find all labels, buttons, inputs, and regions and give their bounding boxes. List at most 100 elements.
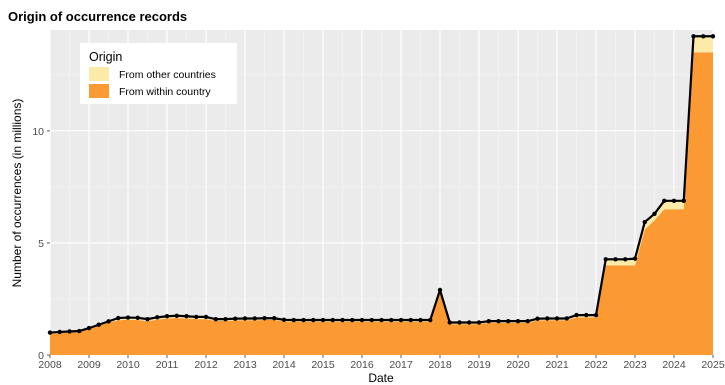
data-point <box>135 315 140 320</box>
x-axis: 2008 2009 2010 2011 2012 2013 2014 2015 2016 2017… <box>38 355 725 371</box>
x-tick-label: 2024 <box>662 359 686 371</box>
data-point <box>320 317 326 323</box>
legend-label-within-country: From within country <box>119 86 211 98</box>
data-point <box>496 318 501 324</box>
x-tick-label: 2010 <box>116 359 140 371</box>
x-tick-label: 2008 <box>38 359 62 371</box>
data-point <box>350 317 355 323</box>
data-point <box>242 316 248 321</box>
data-point <box>291 317 296 323</box>
area-within-country <box>50 52 713 356</box>
data-point <box>632 256 638 261</box>
y-axis: 0 5 10 <box>32 126 50 362</box>
data-point <box>340 317 345 323</box>
data-point <box>593 312 599 318</box>
data-point <box>194 314 199 320</box>
data-point <box>476 320 482 325</box>
data-point <box>398 317 404 323</box>
data-point <box>671 198 677 203</box>
data-point <box>457 320 462 325</box>
data-point <box>174 313 179 318</box>
data-point <box>223 316 228 322</box>
legend-label-other-countries: From other countries <box>119 69 216 81</box>
x-axis-title: Date <box>368 371 394 385</box>
data-point <box>574 312 579 318</box>
legend-title: Origin <box>89 50 122 64</box>
y-tick-label: 5 <box>38 238 44 250</box>
data-point <box>77 328 82 334</box>
data-point <box>311 317 316 323</box>
y-axis-title: Number of occurrences (in millions) <box>10 99 24 288</box>
data-point <box>379 317 384 323</box>
data-point <box>428 317 433 323</box>
data-point <box>252 316 257 321</box>
data-point <box>613 257 618 262</box>
data-point <box>262 316 267 321</box>
data-point <box>447 320 452 325</box>
x-tick-label: 2019 <box>467 359 491 371</box>
data-point <box>535 316 540 321</box>
data-point <box>155 315 160 320</box>
x-tick-label: 2015 <box>311 359 335 371</box>
data-point <box>125 315 131 320</box>
x-tick-label: 2011 <box>156 359 179 371</box>
data-point <box>47 330 53 335</box>
x-tick-label: 2016 <box>350 359 374 371</box>
data-point <box>467 320 472 325</box>
legend-swatch-within-country <box>89 84 109 98</box>
data-point <box>506 318 511 324</box>
data-point <box>57 329 62 335</box>
legend-swatch-other-countries <box>89 67 109 81</box>
data-point <box>86 325 92 331</box>
data-point <box>545 316 550 321</box>
area-layers <box>50 36 713 356</box>
data-point <box>67 329 72 334</box>
legend: Origin From other countries From within … <box>80 43 237 104</box>
data-point <box>272 316 277 321</box>
data-point <box>233 316 238 321</box>
x-tick-label: 2020 <box>506 359 530 371</box>
data-point <box>681 198 686 203</box>
data-point <box>164 314 170 319</box>
x-tick-label: 2021 <box>545 359 569 371</box>
data-point <box>515 318 521 324</box>
x-tick-label: 2013 <box>233 359 257 371</box>
data-point <box>281 317 287 323</box>
data-point <box>701 34 706 39</box>
data-point <box>106 319 111 324</box>
data-point <box>359 317 365 323</box>
data-point <box>213 316 218 322</box>
data-point <box>437 287 443 293</box>
x-tick-label: 2022 <box>584 359 608 371</box>
chart-title: Origin of occurrence records <box>8 9 187 24</box>
x-tick-label: 2025 <box>701 359 725 371</box>
x-tick-label: 2014 <box>272 359 296 371</box>
y-tick-label: 10 <box>32 126 44 138</box>
data-point <box>642 219 647 225</box>
data-point <box>184 314 189 319</box>
data-point <box>408 317 413 323</box>
x-tick-label: 2017 <box>389 359 413 371</box>
data-point <box>116 315 121 321</box>
data-point <box>96 322 101 327</box>
point-layer <box>47 34 716 335</box>
x-tick-label: 2012 <box>194 359 218 371</box>
data-point <box>603 257 608 262</box>
data-point <box>145 316 150 322</box>
data-point <box>652 211 657 216</box>
data-point <box>691 34 696 39</box>
data-point <box>564 316 569 321</box>
data-point <box>330 317 335 323</box>
data-point <box>584 312 589 318</box>
data-point <box>554 316 560 321</box>
data-point <box>301 317 306 323</box>
x-tick-label: 2009 <box>77 359 101 371</box>
data-point <box>662 198 667 203</box>
data-point <box>623 257 628 262</box>
x-tick-label: 2018 <box>428 359 452 371</box>
data-point <box>710 34 716 39</box>
data-point <box>389 317 394 323</box>
data-point <box>525 318 530 324</box>
data-point <box>203 314 209 320</box>
